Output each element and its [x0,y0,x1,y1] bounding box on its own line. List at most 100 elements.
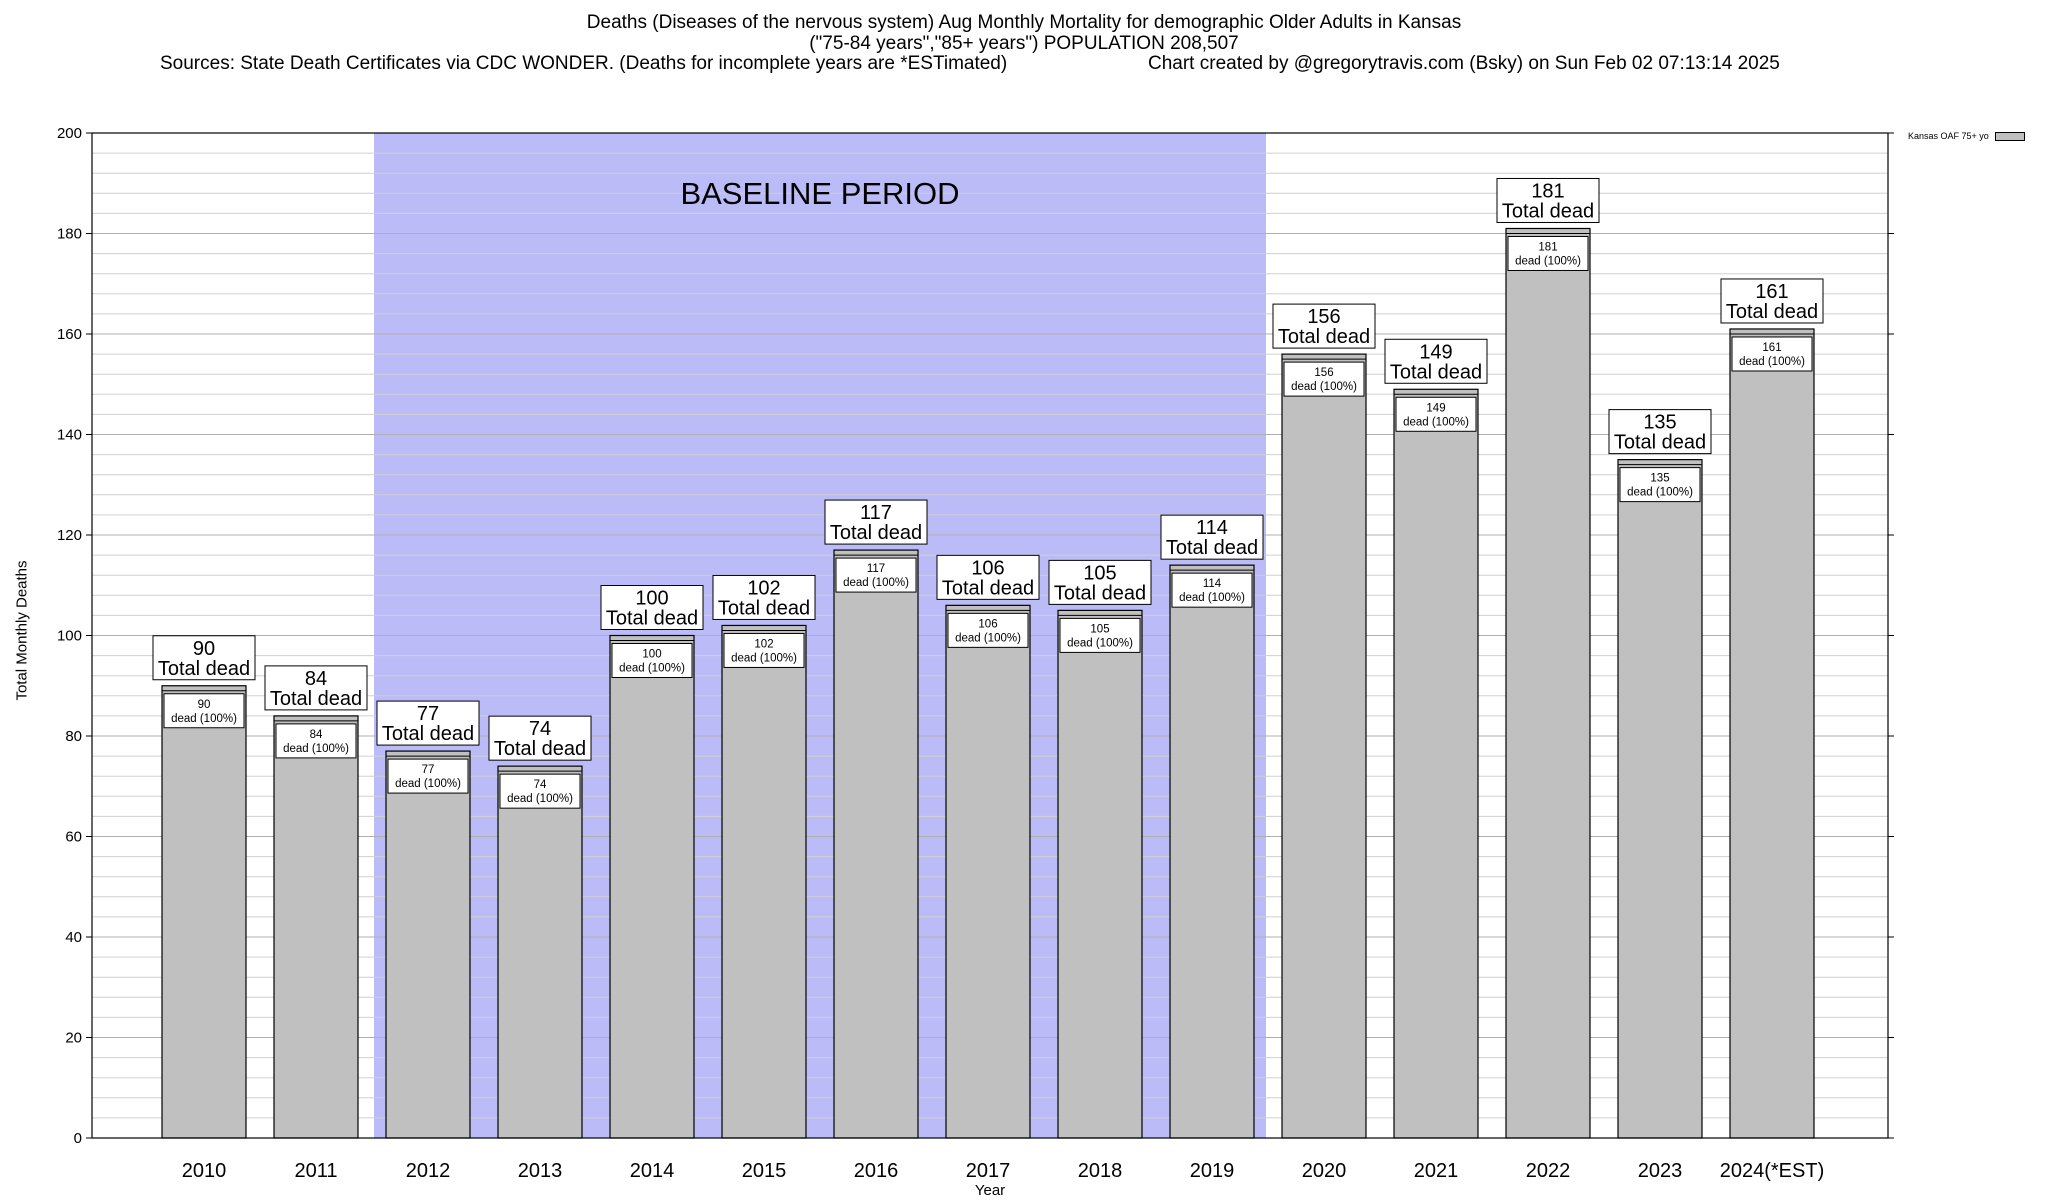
x-tick-label: 2015 [742,1160,787,1182]
bar-inner-label-box [1171,572,1253,608]
x-tick-label: 2020 [1302,1160,1347,1182]
bar [945,604,1031,1139]
bar-inner-label-box [611,643,693,678]
x-tick-label: 2013 [518,1160,563,1182]
y-tick-label: 40 [65,929,82,946]
bar-total-label: Total dead [1166,537,1258,559]
bar-inner-label-box [723,632,805,668]
bar-inner-label-box [1059,617,1141,653]
x-tick-label: 2014 [630,1160,675,1182]
bar-inner-label: dead (100%) [843,577,909,589]
y-tick-label: 60 [65,829,82,846]
bar-total-label: Total dead [1726,301,1818,323]
y-tick-label: 160 [57,326,82,343]
bar [1281,353,1367,1139]
bar-inner-label: dead (100%) [171,713,237,725]
bar-inner-label: dead (100%) [955,632,1021,644]
bar-total-label: Total dead [606,608,698,630]
y-tick-label: 120 [57,527,82,544]
chart-header: Deaths (Diseases of the nervous system) … [0,12,2048,54]
chart-credit: Chart created by @gregorytravis.com (Bsk… [1148,53,1780,74]
x-tick-label: 2012 [406,1160,451,1182]
bar-inner-label-box [1283,361,1365,397]
bar-inner-value: 114 [1203,578,1222,590]
bar-inner-value: 106 [978,618,997,630]
bar [833,549,919,1139]
bar-inner-label-box [835,557,917,593]
plot-border [91,132,1889,1139]
bar-inner-label-box [1619,467,1701,503]
x-tick-label: 2017 [966,1160,1011,1182]
bar-total-value: 135 [1643,412,1676,434]
bar-inner-label: dead (100%) [395,778,461,790]
bar-inner-label-box [163,693,245,729]
x-tick-label: 2023 [1638,1160,1683,1182]
bar-inner-label-box [387,758,469,794]
x-tick-label: 2019 [1190,1160,1235,1182]
x-tick-label: 2024(*EST) [1720,1160,1825,1182]
bar [385,750,471,1139]
bar-inner-label: dead (100%) [619,663,685,675]
bar-inner-label: dead (100%) [1291,381,1357,393]
bar-top-label-box [1272,303,1376,349]
bar-inner-label-box [1731,336,1813,372]
bar-total-label: Total dead [942,577,1034,599]
bar-inner-label: dead (100%) [1739,356,1805,368]
bar [609,634,695,1139]
bar-top-label-box [1720,278,1824,324]
bar-total-value: 102 [747,577,780,599]
bar-total-value: 90 [193,638,215,660]
chart-subtitle: ("75-84 years","85+ years") POPULATION 2… [809,33,1239,54]
legend-label: Kansas OAF 75+ yo [1908,131,1989,141]
y-tick-label: 200 [57,125,82,142]
bar-inner-value: 117 [867,563,885,575]
bar-total-value: 161 [1755,281,1788,303]
bar-total-label: Total dead [1614,432,1706,454]
bar [497,765,583,1139]
bar [1505,227,1591,1139]
bar [721,624,807,1139]
bar-total-label: Total dead [270,688,362,710]
x-tick-label: 2022 [1526,1160,1571,1182]
y-tick-label: 100 [57,628,82,645]
y-axis-label: Total Monthly Deaths [13,560,31,701]
bar-top-label-box [936,554,1040,600]
bar-inner-value: 100 [642,649,661,661]
bar [161,685,247,1139]
x-tick-label: 2011 [294,1160,337,1182]
bar-top-label-box [1160,514,1264,560]
bar-inner-label-box [947,612,1029,648]
chart-title: Deaths (Diseases of the nervous system) … [586,12,1462,33]
bar-total-value: 100 [635,588,668,610]
bar-inner-label: dead (100%) [731,652,797,664]
legend-swatch [1994,132,2025,142]
bar-inner-value: 74 [534,779,547,791]
bar-total-value: 74 [529,718,551,740]
bar-inner-label: dead (100%) [1179,592,1245,604]
legend: Kansas OAF 75+ yo [1908,131,2025,142]
bar-inner-label: dead (100%) [1515,255,1581,267]
bar-inner-label-box [1395,396,1477,432]
bar-total-value: 117 [860,502,892,524]
y-tick-label: 180 [57,226,82,243]
bar-top-label-box [712,574,816,620]
bar-top-label-box [152,635,256,681]
bar-inner-value: 77 [422,764,435,776]
bar-total-label: Total dead [1054,582,1146,604]
bar-total-value: 149 [1419,341,1452,363]
bar-inner-label: dead (100%) [1627,487,1693,499]
bar-inner-label: dead (100%) [283,743,349,755]
baseline-label: BASELINE PERIOD [680,176,959,211]
x-tick-label: 2021 [1414,1160,1459,1182]
bar-inner-value: 149 [1426,402,1445,414]
bar-top-label-box [1048,559,1152,605]
bar [1617,459,1703,1139]
bar-top-label-box [264,665,368,711]
bar-total-value: 84 [305,668,327,690]
y-tick-label: 0 [74,1130,82,1147]
bar-total-label: Total dead [718,597,810,619]
bar-total-label: Total dead [1390,361,1482,383]
bar-top-label-box [1608,409,1712,455]
bar-inner-value: 161 [1762,342,1781,354]
